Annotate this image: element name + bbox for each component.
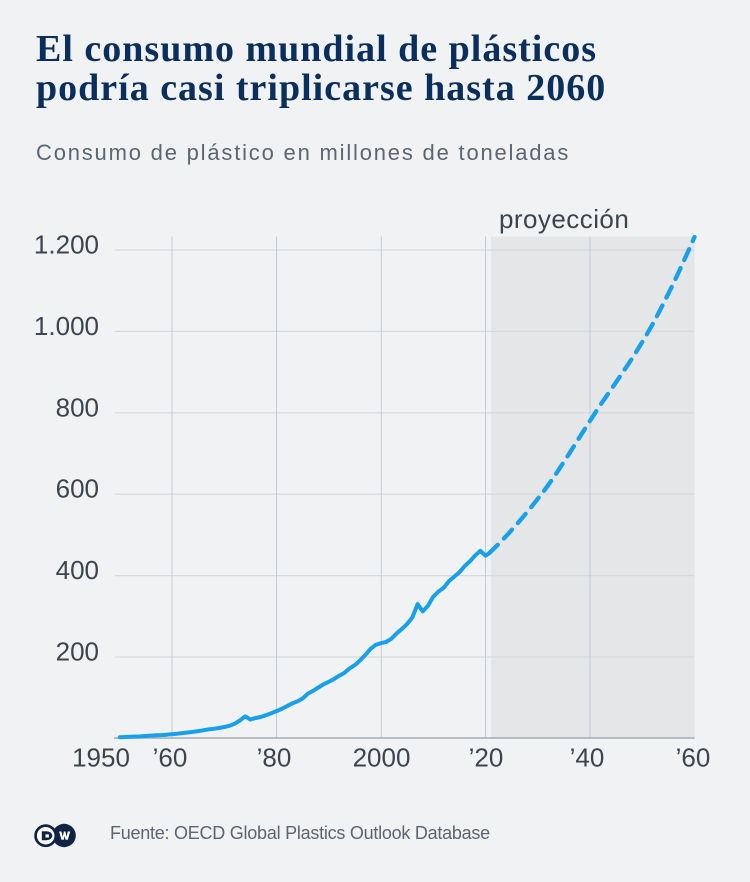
svg-text:’20: ’20 — [469, 743, 504, 773]
svg-text:600: 600 — [56, 474, 99, 504]
svg-text:’60: ’60 — [676, 743, 711, 773]
svg-text:’60: ’60 — [153, 743, 188, 773]
svg-text:400: 400 — [56, 555, 99, 585]
svg-text:2000: 2000 — [353, 743, 411, 773]
svg-text:proyección: proyección — [499, 204, 629, 234]
svg-text:1950: 1950 — [72, 743, 130, 773]
svg-text:200: 200 — [56, 637, 99, 667]
svg-text:’40: ’40 — [570, 743, 605, 773]
svg-text:’80: ’80 — [257, 743, 292, 773]
svg-text:1.000: 1.000 — [34, 311, 99, 341]
svg-text:800: 800 — [56, 392, 99, 422]
svg-text:1.200: 1.200 — [34, 230, 99, 260]
